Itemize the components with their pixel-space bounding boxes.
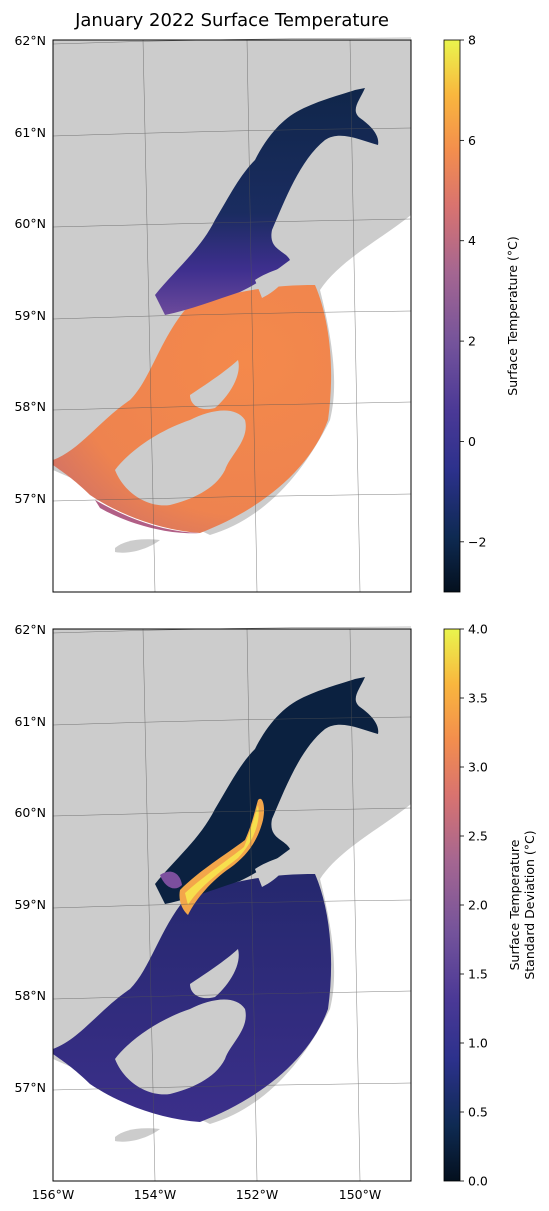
bottom-colorbar (444, 629, 460, 1181)
afognak-island (190, 949, 239, 999)
bottom-meridian-152 (246, 628, 258, 1182)
moderate-sd-patch (160, 871, 182, 889)
bottom-colorbar-tick-label: 2.0 (468, 898, 488, 913)
bottom-lat-label: 57°N (14, 1080, 46, 1095)
bottom-colorbar-tick-label: 0.5 (468, 1105, 488, 1120)
trinity-islands (115, 539, 160, 553)
top-parallel-57 (52, 493, 412, 502)
bottom-parallel-61 (52, 716, 412, 726)
south-fringe (95, 500, 200, 534)
kenai-peninsula-tip (255, 851, 295, 887)
inlet-low-sd (155, 677, 379, 904)
top-lat-label: 58°N (14, 399, 46, 414)
top-lat-label: 57°N (14, 491, 46, 506)
top-colorbar-tick-label: 2 (468, 334, 476, 349)
bottom-lat-label: 61°N (14, 714, 46, 729)
bottom-colorbar-tick-label: 1.5 (468, 967, 488, 982)
bottom-meridian-154 (142, 628, 156, 1182)
lon-label: 150°W (339, 1187, 381, 1202)
afognak-island (190, 360, 239, 410)
bottom-meridian-150 (349, 628, 361, 1182)
top-map (53, 40, 411, 592)
kenai-peninsula-tip (255, 262, 295, 298)
bottom-colorbar-tick-label: 4.0 (468, 622, 488, 637)
top-colorbar (444, 40, 460, 592)
open-ocean (53, 804, 411, 1181)
top-colorbar-ticks: 8 6 4 2 0 −2 (460, 33, 486, 549)
bottom-colorbar-label-line2: Standard Deviation (°C) (522, 830, 537, 979)
top-colorbar-label: Surface Temperature (°C) (505, 236, 520, 395)
top-colorbar-frame (443, 39, 461, 593)
bottom-lat-labels: 62°N 61°N 60°N 59°N 58°N 57°N (14, 622, 46, 1095)
bottom-colorbar-ticks: 4.0 3.5 3.0 2.5 2.0 1.5 1.0 0.5 0.0 (460, 622, 488, 1189)
top-lat-label: 59°N (14, 308, 46, 323)
bottom-map-frame (52, 628, 412, 1182)
top-meridian-150 (349, 39, 361, 593)
bottom-colorbar-tick-label: 0.0 (468, 1174, 488, 1189)
bottom-colorbar-tick-label: 3.0 (468, 760, 488, 775)
lon-label: 154°W (134, 1187, 176, 1202)
bottom-lon-labels: 156°W 154°W 152°W 150°W (32, 1187, 381, 1202)
top-lat-label: 61°N (14, 125, 46, 140)
kodiak-island (115, 999, 246, 1095)
trinity-islands (115, 1128, 160, 1142)
top-chart-title: January 2022 Surface Temperature (74, 10, 389, 31)
top-colorbar-tick-label: −2 (468, 534, 486, 549)
top-parallel-60 (52, 218, 412, 228)
top-graticule (52, 37, 412, 593)
peak-sd-core (185, 805, 259, 905)
bottom-lat-label: 58°N (14, 988, 46, 1003)
open-ocean (53, 215, 411, 592)
bottom-parallel-57 (52, 1082, 412, 1091)
top-lat-label: 62°N (14, 33, 46, 48)
top-colorbar-tick-label: 4 (468, 233, 476, 248)
top-colorbar-tick-label: 0 (468, 434, 476, 449)
bottom-colorbar-label-line1: Surface Temperature (507, 839, 522, 970)
bottom-parallel-58 (52, 990, 412, 1000)
lon-label: 156°W (32, 1187, 74, 1202)
top-parallel-58 (52, 401, 412, 411)
top-parallel-59 (52, 310, 412, 320)
top-meridian-154 (142, 39, 156, 593)
lon-label: 152°W (236, 1187, 278, 1202)
top-map-frame (52, 39, 412, 593)
bottom-colorbar-tick-label: 1.0 (468, 1036, 488, 1051)
top-lat-labels: 62°N 61°N 60°N 59°N 58°N 57°N (14, 33, 46, 506)
top-colorbar-tick-label: 8 (468, 33, 476, 48)
bottom-lat-label: 59°N (14, 897, 46, 912)
top-meridian-152 (246, 39, 258, 593)
inlet-cold-water (155, 88, 379, 315)
bottom-colorbar-tick-label: 2.5 (468, 829, 488, 844)
bottom-lat-label: 60°N (14, 805, 46, 820)
top-parallel-61 (52, 127, 412, 137)
top-colorbar-tick-label: 6 (468, 133, 476, 148)
bottom-map (53, 629, 411, 1181)
bottom-parallel-60 (52, 807, 412, 817)
bottom-lat-label: 62°N (14, 622, 46, 637)
bottom-colorbar-tick-label: 3.5 (468, 691, 488, 706)
bottom-parallel-59 (52, 899, 412, 909)
top-lat-label: 60°N (14, 216, 46, 231)
kodiak-island (115, 410, 246, 506)
